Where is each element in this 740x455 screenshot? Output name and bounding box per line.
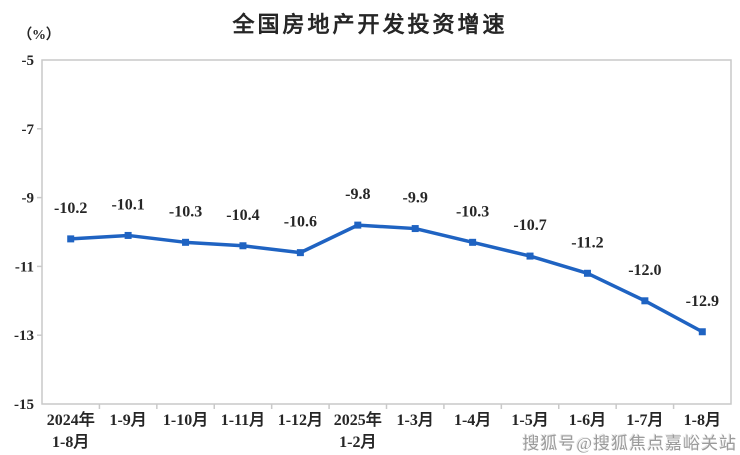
- x-tick-label: 1-6月: [569, 411, 606, 429]
- data-point-marker: [239, 242, 247, 250]
- x-tick-label: 1-3月: [397, 411, 434, 429]
- data-point-label: -10.6: [284, 214, 317, 231]
- watermark: 搜狐号@搜狐焦点嘉峪关站: [522, 434, 737, 453]
- x-tick-label: 1-11月: [221, 411, 265, 429]
- data-point-marker: [67, 235, 75, 243]
- data-point-marker: [124, 231, 132, 239]
- data-point-label: -10.3: [169, 203, 202, 220]
- data-point-label: -11.2: [571, 234, 603, 251]
- data-point-label: -12.0: [628, 262, 661, 279]
- data-point-marker: [641, 297, 649, 305]
- data-point-marker: [411, 225, 419, 233]
- y-tick-label: -11: [15, 259, 34, 275]
- data-point-label: -9.9: [403, 190, 428, 207]
- x-tick-label: 1-12月: [278, 411, 323, 429]
- data-point-label: -10.1: [111, 196, 144, 213]
- chart-title: 全国房地产开发投资增速: [232, 12, 508, 37]
- series-line: [68, 223, 705, 334]
- x-tick-label: 1-5月: [511, 411, 548, 429]
- x-tick-label: 1-7月: [626, 411, 663, 429]
- data-point-label: -9.8: [345, 186, 370, 203]
- data-point-marker: [182, 238, 190, 246]
- data-point-label: -10.3: [456, 203, 489, 220]
- y-axis-unit-label: （%）: [18, 28, 60, 43]
- x-tick-label: 2024年 1-8月: [47, 410, 95, 451]
- data-point-marker: [698, 328, 706, 336]
- y-tick-label: -5: [22, 53, 35, 69]
- data-point-label: -10.7: [513, 217, 546, 234]
- data-point-label: -10.2: [54, 200, 87, 217]
- x-tick-label: 1-10月: [163, 411, 208, 429]
- data-point-marker: [583, 269, 591, 277]
- data-point-marker: [526, 252, 534, 260]
- y-tick-label: -13: [14, 328, 34, 344]
- data-point-label: -12.9: [686, 293, 719, 310]
- y-tick-label: -7: [22, 122, 35, 138]
- x-tick-label: 2025年 1-2月: [334, 410, 382, 451]
- plot-frame: [41, 59, 732, 405]
- data-point-marker: [354, 221, 362, 229]
- data-point-marker: [469, 238, 477, 246]
- x-tick-label: 1-4月: [454, 411, 491, 429]
- x-tick-label: 1-9月: [109, 411, 146, 429]
- y-tick-label: -15: [14, 397, 34, 413]
- data-point-marker: [296, 249, 304, 257]
- x-tick-label: 1-8月: [684, 411, 721, 429]
- data-point-label: -10.4: [226, 207, 259, 224]
- y-tick-label: -9: [22, 191, 35, 207]
